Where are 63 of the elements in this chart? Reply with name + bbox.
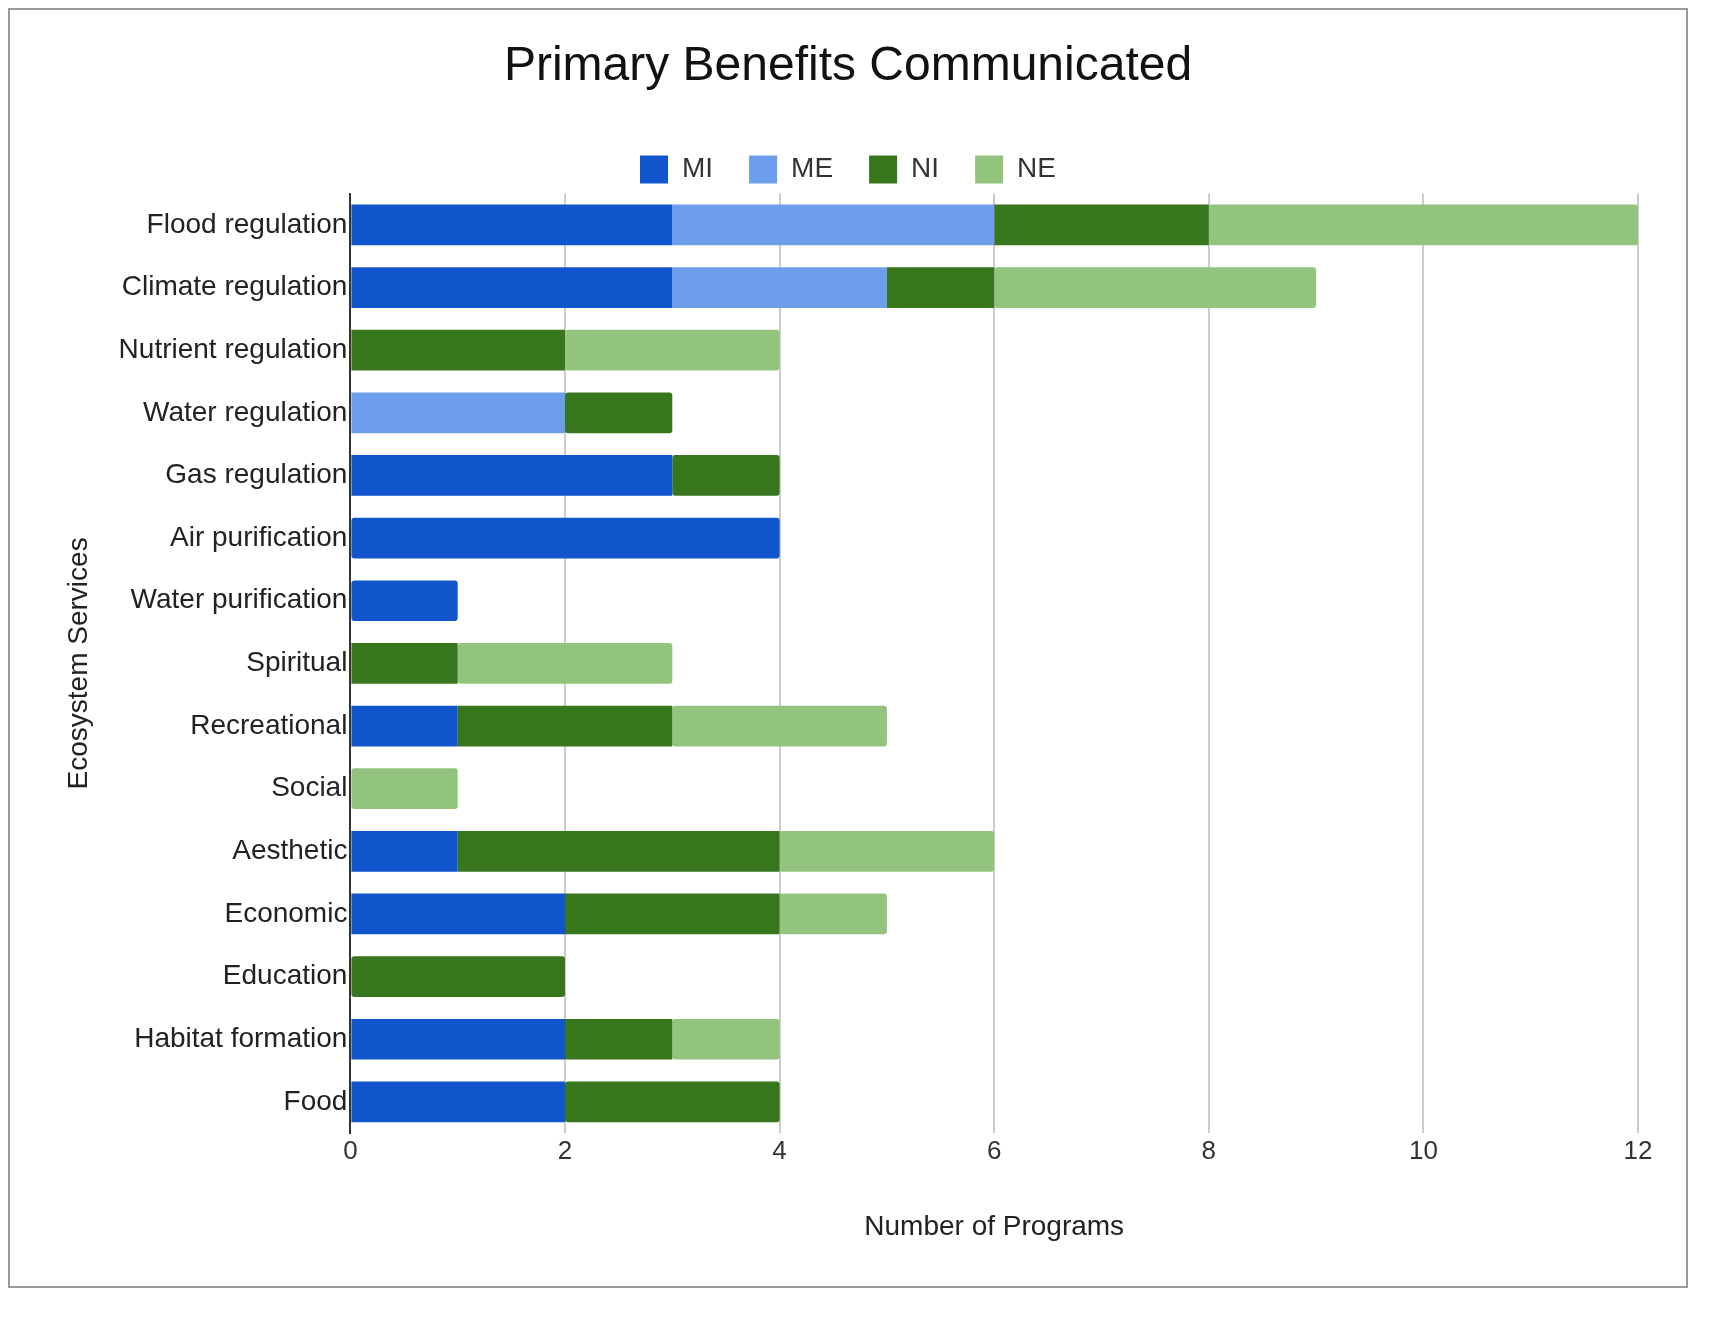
- bar: [351, 1081, 565, 1123]
- bar: [351, 204, 673, 246]
- bar: [565, 1081, 780, 1123]
- y-tick-label: Water regulation: [142, 395, 348, 427]
- y-tick-label: Social: [271, 771, 348, 803]
- bar: [351, 768, 458, 810]
- legend-label: NE: [1017, 152, 1057, 184]
- bar: [351, 392, 565, 434]
- bar: [779, 893, 887, 935]
- bar: [672, 705, 887, 747]
- bar: [994, 204, 1209, 246]
- y-axis-title: Ecosystem Services: [61, 537, 93, 790]
- x-tick-label: 4: [772, 1134, 787, 1165]
- x-tick-label: 12: [1623, 1134, 1653, 1165]
- bar: [1208, 204, 1638, 246]
- x-tick-label: 2: [557, 1134, 573, 1165]
- bar: [457, 705, 673, 747]
- x-tick-label: 6: [986, 1134, 1002, 1165]
- y-tick-label: Economic: [224, 896, 348, 928]
- legend-label: MI: [682, 152, 714, 184]
- bar: [565, 329, 780, 371]
- bar: [351, 267, 673, 308]
- bar: [351, 1018, 565, 1060]
- bar: [351, 643, 458, 684]
- x-tick-label: 8: [1201, 1134, 1217, 1165]
- bar: [779, 830, 995, 872]
- y-tick-label: Aesthetic: [232, 834, 348, 866]
- bar: [672, 204, 995, 246]
- bar: [351, 455, 673, 496]
- y-tick-label: Recreational: [190, 708, 348, 740]
- y-tick-label: Gas regulation: [165, 458, 348, 490]
- y-tick-label: Climate regulation: [121, 270, 348, 302]
- y-tick-label: Spiritual: [246, 646, 348, 678]
- x-tick-label: 10: [1408, 1134, 1438, 1165]
- bar: [672, 1018, 780, 1060]
- x-tick-label: 0: [343, 1134, 358, 1165]
- chart-title: Primary Benefits Communicated: [503, 37, 1193, 91]
- bar: [457, 643, 673, 684]
- bar: [351, 329, 565, 371]
- bar: [565, 1018, 673, 1060]
- x-axis-title: Number of Programs: [864, 1209, 1125, 1241]
- y-tick-label: Food: [283, 1084, 348, 1116]
- bar: [351, 705, 458, 747]
- bar: [672, 267, 887, 308]
- bar: [351, 893, 565, 935]
- y-tick-label: Education: [222, 959, 348, 991]
- bar: [565, 392, 673, 434]
- bar: [672, 455, 780, 496]
- y-tick-label: Habitat formation: [134, 1021, 348, 1053]
- bar: [994, 267, 1317, 308]
- y-tick-label: Flood regulation: [146, 207, 348, 239]
- bar: [457, 830, 780, 872]
- bar: [351, 517, 780, 559]
- legend-label: ME: [791, 152, 834, 184]
- bar: [351, 956, 565, 997]
- bar: [886, 267, 995, 308]
- bar: [351, 830, 458, 872]
- y-tick-label: Water purification: [130, 583, 348, 615]
- y-tick-label: Nutrient regulation: [118, 332, 348, 364]
- bar: [565, 893, 780, 935]
- y-tick-label: Air purification: [169, 520, 348, 552]
- bar: [351, 580, 458, 622]
- legend-label: NI: [911, 152, 940, 184]
